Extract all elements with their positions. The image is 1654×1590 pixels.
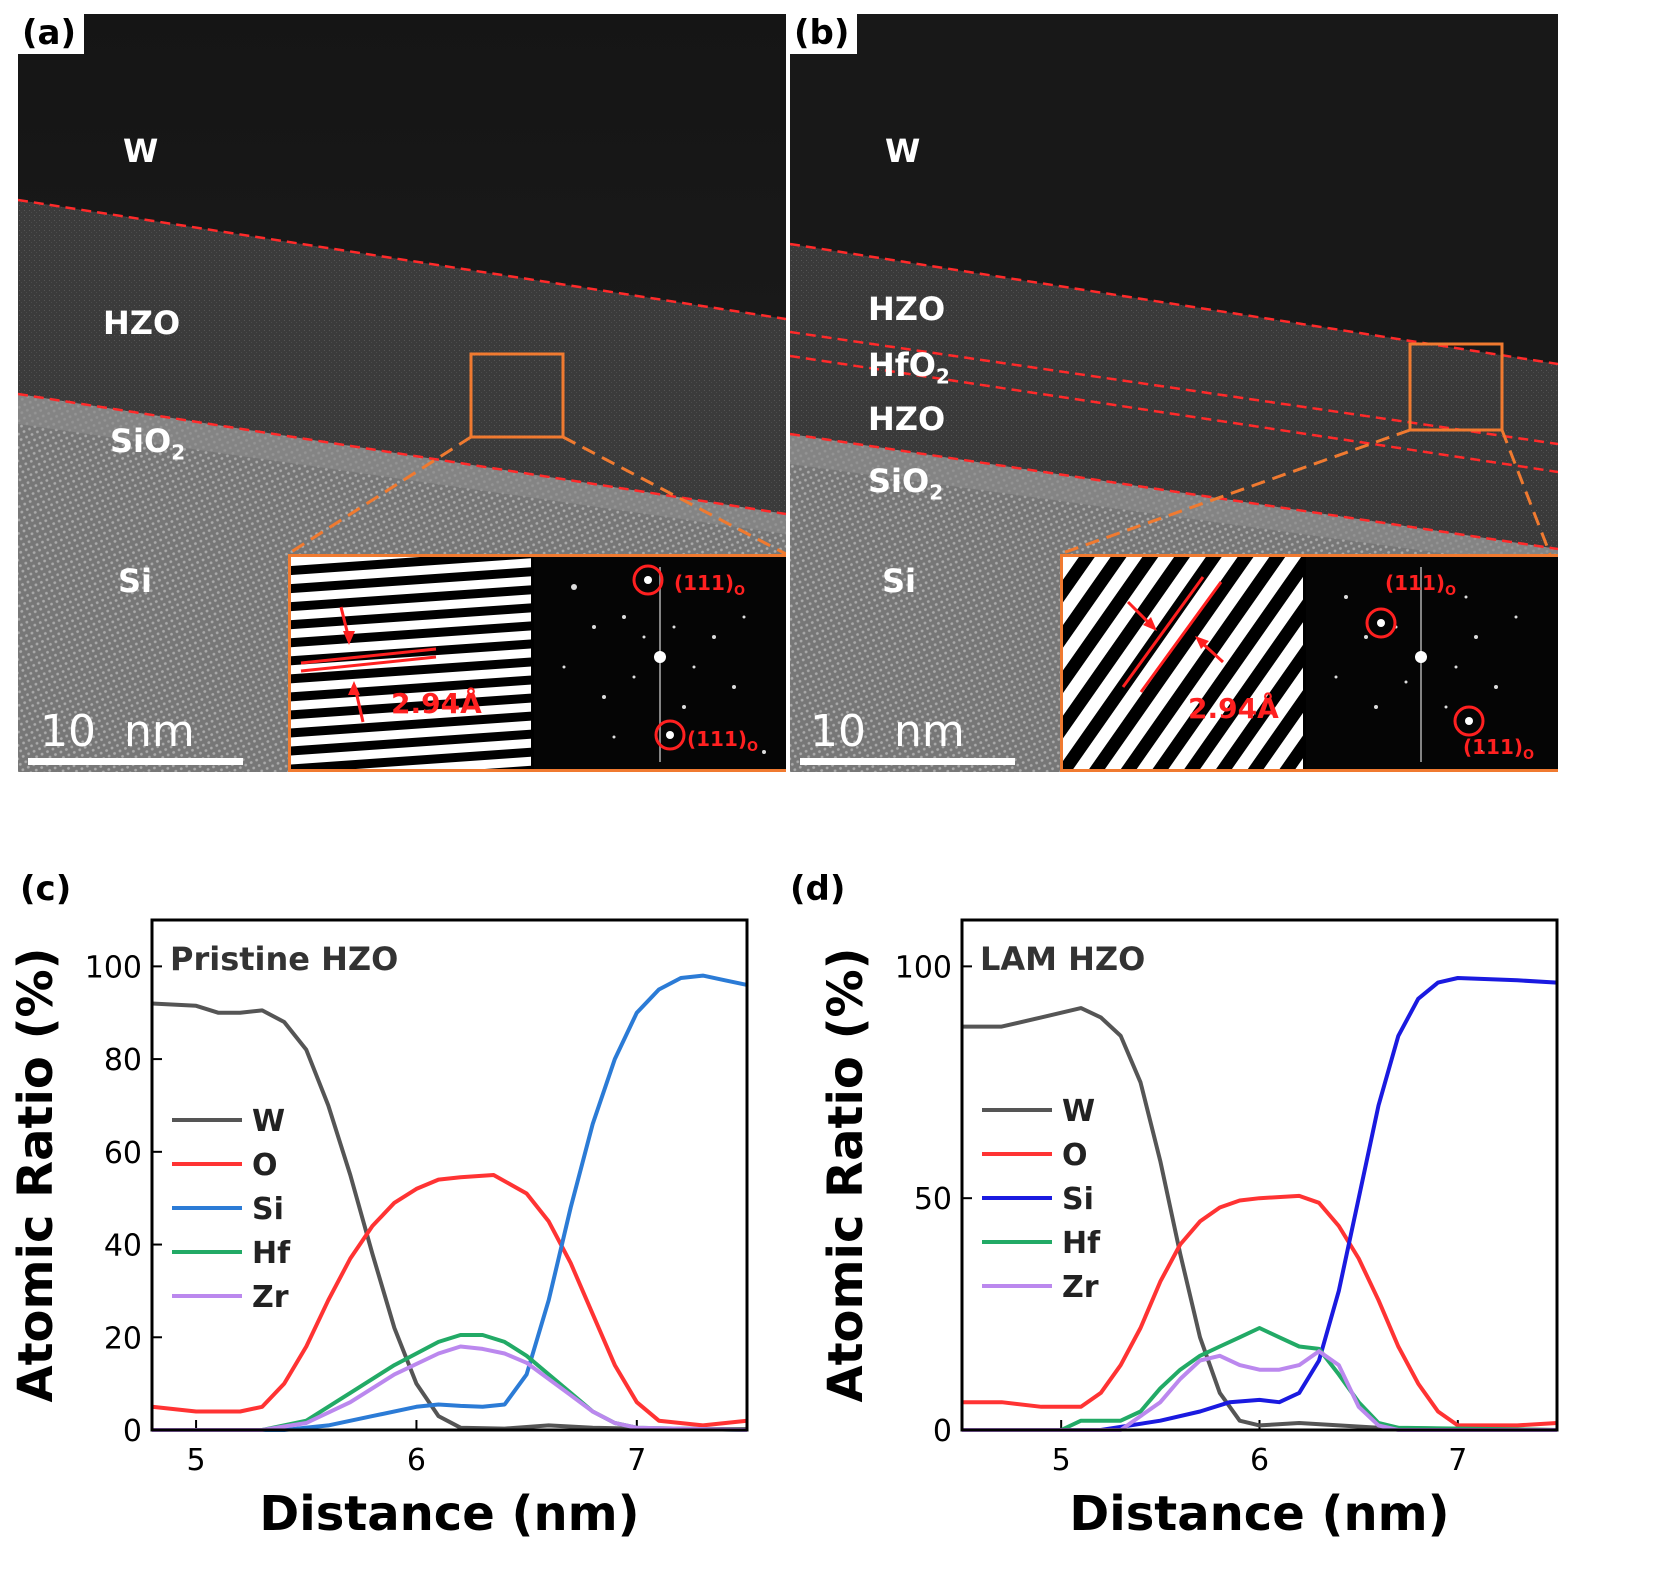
layer-label-hfo2: HfO2 [868, 346, 950, 389]
layer-label-hzo: HZO [103, 304, 181, 342]
y-tick-label: 0 [123, 1414, 142, 1449]
y-axis-label: Atomic Ratio (%) [818, 947, 874, 1402]
series-line-si [962, 976, 1558, 1432]
legend-label-hf: Hf [1062, 1226, 1101, 1261]
layer-label-hzo-bottom: HZO [868, 400, 946, 438]
legend-label-zr: Zr [252, 1280, 289, 1315]
chart-d: 5 6 7 0 50 100 LAM HZO WO Si Hf Zr Distance (nm) Ato… [818, 918, 1559, 1542]
chart-title: LAM HZO [980, 940, 1145, 978]
layer-label-w: W [885, 132, 921, 170]
y-tick-label: 20 [104, 1321, 142, 1356]
x-tick-label: 7 [627, 1443, 646, 1478]
x-axis-label: Distance (nm) [1069, 1486, 1449, 1542]
spacing-label: 2.94Å [391, 687, 482, 720]
panel-tag-a: (a) [18, 14, 85, 54]
x-tick-label: 6 [407, 1443, 426, 1478]
panel-tag-d: (d) [790, 869, 846, 909]
layer-label-si: Si [118, 562, 153, 600]
series-line-o [151, 1173, 748, 1428]
lattice-fringe-image [291, 557, 531, 769]
panel-tag-c: (c) [20, 869, 72, 909]
x-tick-label: 5 [187, 1443, 206, 1478]
lattice-fringe-image [1063, 557, 1303, 769]
legend-label-w: W [252, 1104, 285, 1139]
y-tick-label: 100 [895, 950, 952, 985]
legend-label-o: O [1062, 1138, 1088, 1173]
series-line-si [152, 973, 748, 1432]
x-tick-label: 5 [1052, 1443, 1071, 1478]
scale-bar-label: 10 nm [810, 706, 965, 757]
y-tick-label: 40 [104, 1229, 142, 1264]
plot-frame [960, 918, 1559, 1432]
layer-label-hzo-top: HZO [868, 290, 946, 328]
panel-b: (b) W HZO HfO2 HZO SiO2 Si 10 nm 2.94Å [790, 14, 1558, 772]
fft-pattern [534, 557, 786, 769]
x-tick-label: 6 [1250, 1443, 1269, 1478]
legend-label-si: Si [252, 1192, 284, 1227]
legend-label-w: W [1062, 1094, 1095, 1129]
y-tick-label: 50 [914, 1182, 952, 1217]
series-line-hf [962, 1326, 1558, 1432]
inset-a: 2.94Å (111)O (111)O [288, 554, 786, 772]
layer-label-si: Si [882, 562, 917, 600]
legend-label-hf: Hf [252, 1236, 291, 1271]
fft-spot-label-1: (111)O [1385, 571, 1457, 599]
y-tick-label: 80 [104, 1043, 142, 1078]
x-tick-label: 7 [1448, 1443, 1467, 1478]
panel-tag-b: (b) [790, 14, 858, 54]
layer-label-sio2: SiO2 [868, 462, 944, 505]
y-tick-label: 0 [933, 1414, 952, 1449]
fft-spot-label-2: (111)O [687, 727, 759, 755]
series-line-w [962, 1006, 1558, 1432]
series-line-zr [152, 1344, 748, 1432]
panel-a: (a) W HZO SiO2 Si 10 nm 2.94Å [18, 14, 786, 772]
scale-bar [800, 758, 1015, 765]
legend-label-si: Si [1062, 1182, 1094, 1217]
layer-label-w: W [123, 132, 159, 170]
legend-label-o: O [252, 1148, 278, 1183]
plot-frame [150, 918, 749, 1432]
chart-c: 5 6 7 0 20 40 60 80 100 Pristine HZO WO Si Hf Zr Dista… [8, 918, 749, 1542]
chart-title: Pristine HZO [170, 940, 398, 978]
scale-bar-label: 10 nm [40, 706, 195, 757]
y-tick-label: 100 [85, 950, 142, 985]
fft-spot-label-2: (111)O [1463, 735, 1535, 763]
layer-label-sio2: SiO2 [110, 422, 186, 465]
y-tick-label: 60 [104, 1136, 142, 1171]
fft-spot-label-1: (111)O [674, 571, 746, 599]
y-axis-label: Atomic Ratio (%) [8, 947, 64, 1402]
series-line-o [962, 1193, 1558, 1428]
fft-pattern [1306, 557, 1558, 769]
series-line-zr [962, 1349, 1557, 1432]
scale-bar [28, 758, 243, 765]
inset-b: 2.94Å (111)O (111)O [1060, 554, 1558, 772]
spacing-label: 2.94Å [1188, 692, 1279, 725]
legend-label-zr: Zr [1062, 1270, 1099, 1305]
series-line-w [151, 1001, 748, 1432]
x-axis-label: Distance (nm) [259, 1486, 639, 1542]
